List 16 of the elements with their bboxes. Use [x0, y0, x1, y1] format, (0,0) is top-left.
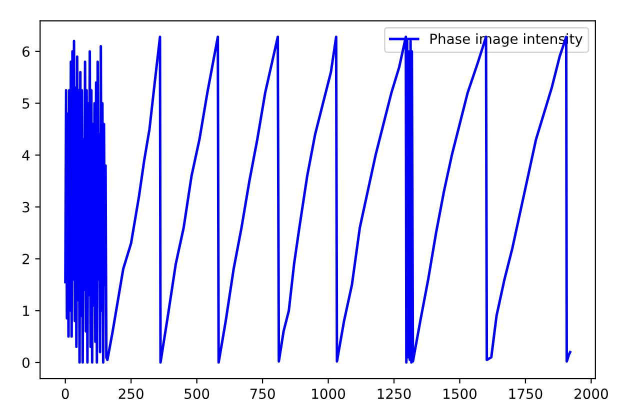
x-tick-label: 1750: [509, 388, 542, 400]
x-tick-label: 0: [62, 388, 69, 400]
x-tick-label: 500: [184, 388, 210, 400]
y-tick-label: 2: [22, 254, 29, 264]
y-tick-label: 3: [22, 202, 30, 212]
y-tick-label: 6: [22, 46, 30, 57]
y-tick-label: 0: [22, 357, 30, 368]
y-tick-label: 1: [23, 306, 30, 316]
x-tick-label: 1250: [378, 388, 411, 400]
x-tick-label: 1500: [444, 388, 476, 400]
x-tick-label: 2000: [574, 388, 608, 400]
x-tick-label: 1000: [312, 388, 346, 400]
y-tick-label: 4: [22, 150, 30, 160]
x-tick-label: 250: [118, 388, 144, 400]
y-tick-label: 5: [22, 98, 30, 109]
x-tick-label: 750: [250, 388, 275, 400]
